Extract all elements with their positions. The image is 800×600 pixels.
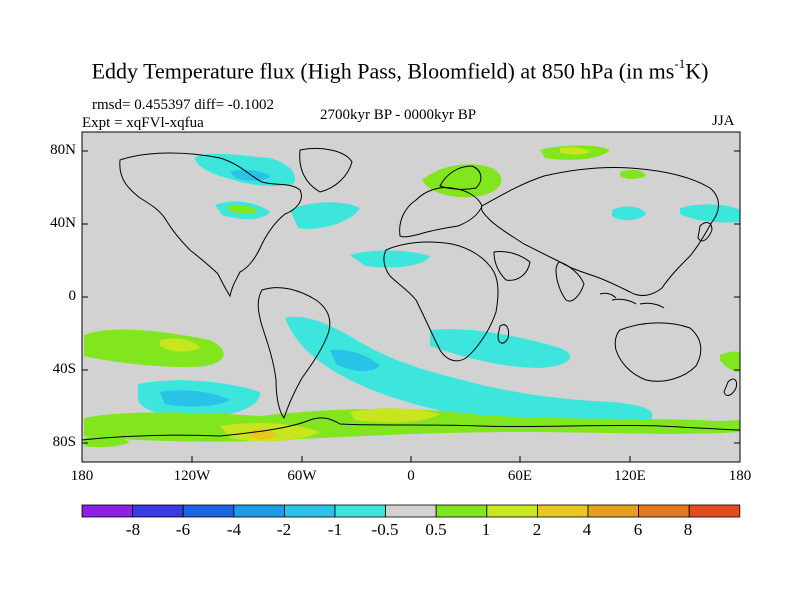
coastline-madagascar <box>497 324 509 344</box>
colorbar-label: -0.5 <box>371 520 399 539</box>
colorbar-label: 2 <box>532 520 542 539</box>
coastline-india <box>555 261 585 302</box>
negative-region-indian-ocean <box>430 329 571 368</box>
colorbar-box <box>537 504 589 518</box>
coastline-australia <box>614 322 702 382</box>
colorbar-label: -1 <box>327 520 343 539</box>
colorbar-box <box>587 504 639 518</box>
lon-label-180w: 180 <box>70 468 94 484</box>
colorbar-label: -8 <box>125 520 141 539</box>
chart-title: Eddy Temperature flux (High Pass, Bloomf… <box>0 56 800 84</box>
positive-region-great-lakes <box>228 204 258 215</box>
experiment-label: Expt = xqFVl-xqfua <box>82 115 204 131</box>
lon-label-120e: 120E <box>614 468 646 484</box>
coastline-south-america <box>257 287 331 420</box>
colorbar-box <box>81 504 133 518</box>
colorbar-label: 6 <box>633 520 643 539</box>
coastline-japan <box>697 222 713 242</box>
colorbar-label: 1 <box>481 520 491 539</box>
stats-text: rmsd= 0.455397 diff= -0.1002 <box>92 97 275 113</box>
colorbar-label: -2 <box>276 520 292 539</box>
coastline-north-america <box>119 152 302 298</box>
lon-label-0: 0 <box>407 468 415 484</box>
coastline-asia <box>481 166 719 296</box>
coastline-arabia <box>493 251 531 281</box>
lon-label-60w: 60W <box>287 468 317 484</box>
negative-region-north-atlantic <box>290 202 360 229</box>
coastline-antarctica <box>81 417 741 441</box>
lon-label-60e: 60E <box>507 468 533 484</box>
colorbar-label: -6 <box>175 520 191 539</box>
lat-label-80n: 80N <box>50 142 76 158</box>
positive-region-east-pacific <box>720 351 740 372</box>
negative-region-north-pacific <box>680 204 740 223</box>
negative-core-south-atlantic <box>330 349 380 372</box>
strong-positive-south-pacific <box>160 338 200 352</box>
colorbar <box>81 504 741 518</box>
negative-region-sahara <box>350 250 430 268</box>
period-label: 2700kyr BP - 0000kyr BP <box>320 107 477 123</box>
longitude-ticks <box>81 456 741 462</box>
colorbar-box <box>233 504 285 518</box>
title-unit-suffix: K) <box>685 58 709 84</box>
colorbar-label: 8 <box>683 520 693 539</box>
negative-region-north-america <box>195 153 296 187</box>
lat-label-40s: 40S <box>52 361 76 377</box>
colorbar-box <box>486 504 538 518</box>
strong-positive-arctic <box>560 147 590 155</box>
lat-label-80s: 80S <box>52 434 76 450</box>
positive-region-south-pacific <box>84 329 224 368</box>
colorbar-box <box>132 504 184 518</box>
coastlines <box>81 148 741 441</box>
negative-region-central-asia <box>612 206 646 221</box>
positive-region-scandinavia <box>422 164 502 198</box>
lon-label-180e: 180 <box>728 468 752 484</box>
negative-core-south-pacific-lower <box>160 390 230 407</box>
latitude-ticks <box>82 150 740 444</box>
colorbar-label: 0.5 <box>425 520 447 539</box>
title-superscript: -1 <box>674 56 686 71</box>
colorbar-box <box>182 504 235 518</box>
coastline-indonesia <box>599 292 665 309</box>
negative-core-north-america <box>230 169 270 181</box>
colorbar-label: 4 <box>582 520 592 539</box>
colorbar-box <box>638 504 690 518</box>
lon-label-120w: 120W <box>173 468 211 484</box>
coastline-greenland <box>299 148 353 193</box>
coastline-new-zealand <box>723 378 737 396</box>
lat-label-0: 0 <box>68 288 77 304</box>
coastline-africa <box>383 241 499 362</box>
colorbar-box <box>435 504 488 518</box>
colorbar-box <box>283 504 336 518</box>
colorbar-box <box>334 504 386 518</box>
strong-positive-weddell <box>350 408 440 423</box>
colorbar-box <box>688 504 741 518</box>
coastline-scandinavia <box>439 165 482 190</box>
lat-label-40n: 40N <box>50 215 76 231</box>
colorbar-label: -4 <box>226 520 242 539</box>
season-label: JJA <box>712 113 735 129</box>
title-main: Eddy Temperature flux (High Pass, Bloomf… <box>91 58 675 84</box>
positive-region-siberia <box>620 169 646 179</box>
colorbar-box <box>385 504 437 518</box>
